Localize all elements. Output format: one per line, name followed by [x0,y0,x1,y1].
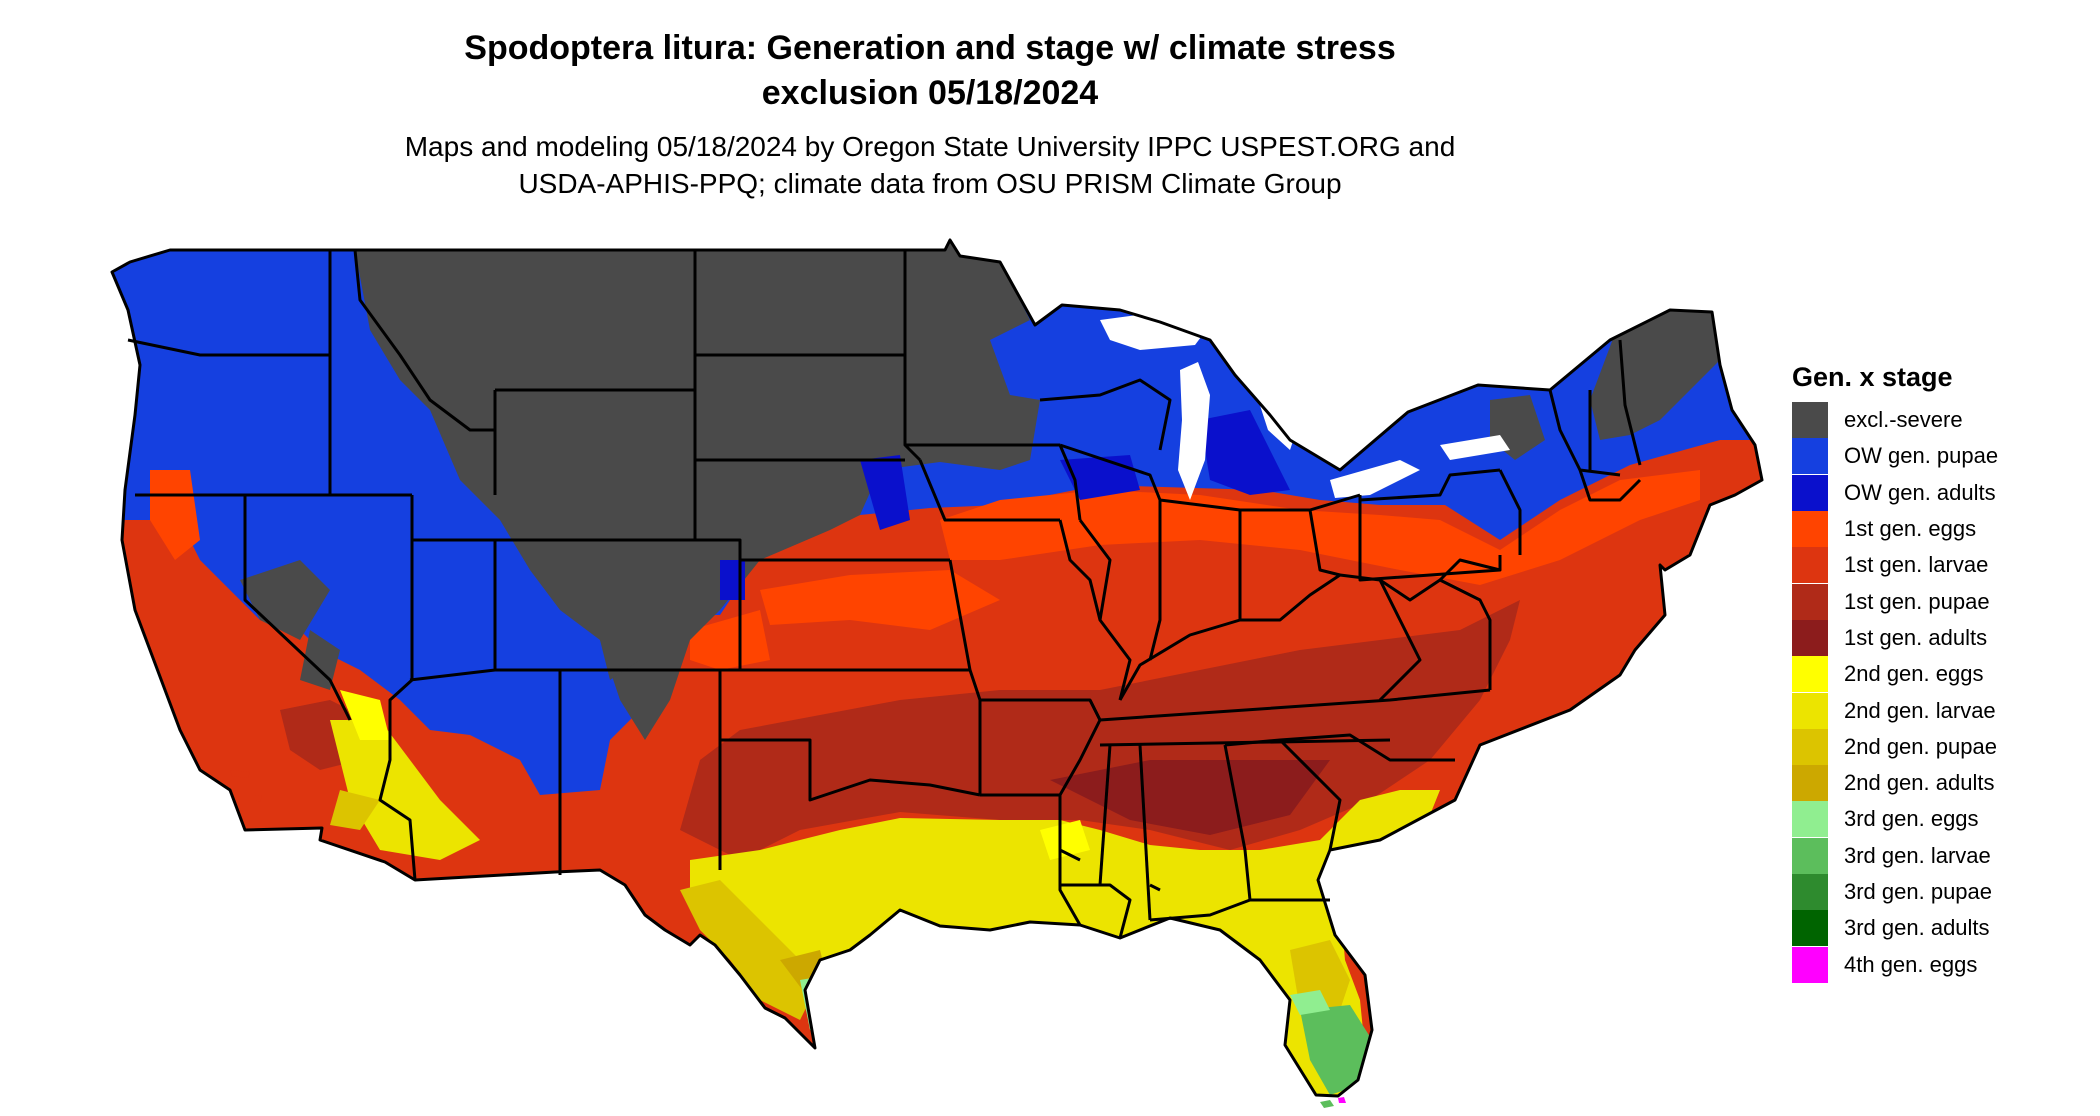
legend-label: 4th gen. eggs [1844,951,1978,977]
legend: Gen. x stage excl.-severe OW gen. pupae OW… [1792,356,2092,983]
title-line-1: Spodoptera litura: Generation and stage … [464,29,1396,67]
legend-swatch [1792,910,1828,947]
legend-item: 4th gen. eggs [1792,946,2092,983]
legend-label: 1st gen. larvae [1844,552,1989,578]
legend-swatch [1792,874,1828,910]
legend-swatch [1792,765,1828,802]
legend-label: 1st gen. pupae [1844,588,1990,614]
legend-label: 3rd gen. larvae [1844,842,1991,868]
legend-item: 3rd gen. pupae [1792,874,2092,910]
legend-swatch [1792,474,1828,511]
legend-swatch [1792,692,1828,729]
legend-item: 3rd gen. eggs [1792,801,2092,838]
legend-item: 1st gen. adults [1792,619,2092,656]
legend-label: 2nd gen. pupae [1844,733,1997,759]
legend-label: excl.-severe [1844,407,1963,433]
legend-item: 1st gen. eggs [1792,511,2092,548]
legend-item: 2nd gen. eggs [1792,656,2092,693]
legend-title: Gen. x stage [1792,362,1953,392]
legend-label: 3rd gen. eggs [1844,806,1979,832]
legend-swatch [1792,619,1828,656]
legend-label: 2nd gen. adults [1844,770,1995,796]
legend-swatch [1792,801,1828,838]
legend-item: 1st gen. larvae [1792,547,2092,584]
legend-item: 3rd gen. larvae [1792,837,2092,874]
legend-item: 2nd gen. adults [1792,765,2092,802]
legend-swatch [1792,656,1828,693]
legend-label: 3rd gen. pupae [1844,879,1993,904]
legend-label: OW gen. adults [1844,479,1996,505]
legend-item: 1st gen. pupae [1792,583,2092,620]
legend-items: excl.-severe OW gen. pupae OW gen. adults 1… [1792,402,2092,983]
legend-item: OW gen. pupae [1792,438,2092,475]
legend-item: OW gen. adults [1792,474,2092,511]
legend-swatch [1792,438,1828,475]
subtitle-line-2: USDA-APHIS-PPQ; climate data from OSU PR… [518,168,1342,199]
legend-swatch [1792,547,1828,584]
legend-swatch [1792,728,1828,765]
subtitle-line-1: Maps and modeling 05/18/2024 by Oregon S… [404,131,1456,162]
legend-label: 3rd gen. adults [1844,915,1990,941]
legend-swatch [1792,837,1828,874]
map-title: Spodoptera litura: Generation and stage … [300,26,1560,116]
legend-item: 3rd gen. adults [1792,910,2092,947]
legend-item: excl.-severe [1792,402,2092,439]
legend-label: 1st gen. eggs [1844,516,1977,542]
legend-label: 1st gen. adults [1844,624,1988,650]
legend-swatch [1792,946,1828,983]
map-subtitle: Maps and modeling 05/18/2024 by Oregon S… [300,128,1560,202]
legend-label: 2nd gen. eggs [1844,661,1984,687]
legend-swatch [1792,511,1828,548]
legend-swatch [1792,583,1828,620]
legend-label: 2nd gen. larvae [1844,697,1996,723]
legend-label: OW gen. pupae [1844,443,1999,469]
legend-swatch [1792,402,1828,439]
legend-item: 2nd gen. larvae [1792,692,2092,729]
legend-item: 2nd gen. pupae [1792,728,2092,765]
title-line-2: exclusion 05/18/2024 [761,74,1099,112]
